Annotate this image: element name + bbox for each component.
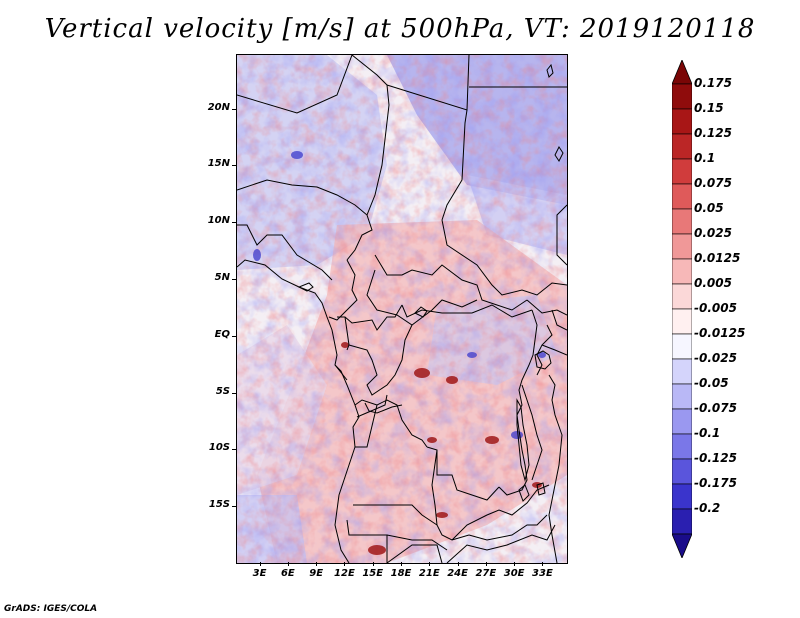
colorbar-swatch	[672, 133, 692, 160]
lon-tick-label: 33E	[532, 568, 553, 579]
colorbar-tick-label: 0.125	[694, 126, 732, 140]
lat-tick-mark	[232, 449, 236, 450]
colorbar-tick-label: -0.175	[694, 476, 737, 490]
lon-tick-mark	[316, 562, 317, 566]
lat-tick-label: 5S	[215, 385, 230, 397]
lon-tick-mark	[373, 562, 374, 566]
colorbar-swatch	[672, 308, 692, 335]
colorbar-tick-label: 0.025	[694, 226, 732, 240]
lon-tick-label: 18E	[390, 568, 412, 579]
lat-tick-label: 20N	[207, 101, 230, 113]
lon-tick-mark	[288, 562, 289, 566]
grads-credit: GrADS: IGES/COLA	[4, 604, 98, 614]
lat-tick-label: 10S	[208, 442, 230, 454]
colorbar-tick-label: -0.075	[694, 401, 737, 415]
colorbar-tick-label: -0.005	[694, 301, 737, 315]
lon-tick-label: 3E	[252, 568, 267, 579]
velocity-field	[237, 55, 567, 563]
colorbar-swatch	[672, 258, 692, 285]
lat-tick-mark	[232, 279, 236, 280]
colorbar-swatch	[672, 408, 692, 435]
lon-tick-label: 30E	[503, 568, 525, 579]
colorbar-swatch	[672, 458, 692, 485]
lon-tick-mark	[458, 562, 459, 566]
lat-tick-label: EQ	[214, 328, 230, 340]
lon-tick-mark	[429, 562, 430, 566]
colorbar-tick-label: -0.05	[694, 376, 729, 390]
colorbar-tick-label: 0.05	[694, 201, 724, 215]
lon-tick-label: 21E	[418, 568, 440, 579]
lon-tick-mark	[260, 562, 261, 566]
lat-tick-label: 10N	[207, 215, 230, 227]
colorbar-tick-label: 0.075	[694, 176, 732, 190]
velocity-map	[236, 54, 568, 564]
plot-title: Vertical velocity [m/s] at 500hPa, VT: 2…	[44, 14, 756, 44]
lat-tick-mark	[232, 393, 236, 394]
colorbar-swatch	[672, 108, 692, 135]
colorbar-top-arrow	[672, 60, 692, 85]
colorbar-tick-label: 0.15	[694, 101, 724, 115]
lat-tick-label: 5N	[214, 272, 230, 284]
lat-tick-mark	[232, 165, 236, 166]
colorbar-tick-label: 0.175	[694, 76, 732, 90]
colorbar-tick-label: 0.1	[694, 151, 716, 165]
colorbar-swatch	[672, 83, 692, 110]
lon-tick-label: 24E	[447, 568, 468, 579]
colorbar-bottom-arrow	[672, 533, 692, 558]
lon-tick-mark	[401, 562, 402, 566]
lat-tick-mark	[232, 506, 236, 507]
colorbar	[672, 60, 692, 558]
lon-tick-mark	[514, 562, 515, 566]
lat-tick-mark	[232, 336, 236, 337]
colorbar-swatch	[672, 483, 692, 510]
colorbar-swatch	[672, 333, 692, 360]
lon-tick-mark	[344, 562, 345, 566]
lat-tick-label: 15N	[207, 158, 230, 170]
lon-tick-label: 6E	[280, 568, 295, 579]
colorbar-tick-label: -0.025	[694, 351, 737, 365]
colorbar-swatch	[672, 233, 692, 260]
lon-tick-mark	[542, 562, 543, 566]
colorbar-tick-label: -0.2	[694, 501, 721, 515]
country-borders	[237, 55, 567, 563]
colorbar-tick-label: -0.125	[694, 451, 737, 465]
colorbar-tick-label: -0.0125	[694, 326, 746, 340]
lat-tick-mark	[232, 222, 236, 223]
lakes	[297, 63, 564, 502]
lon-tick-label: 27E	[475, 568, 497, 579]
lat-tick-mark	[232, 109, 236, 110]
colorbar-tick-label: 0.0125	[694, 251, 741, 265]
colorbar-swatch	[672, 208, 692, 235]
colorbar-tick-label: -0.1	[694, 426, 721, 440]
lon-tick-label: 15E	[362, 568, 384, 579]
colorbar-swatch	[672, 358, 692, 385]
colorbar-swatch	[672, 183, 692, 210]
colorbar-swatch	[672, 433, 692, 460]
lon-tick-mark	[486, 562, 487, 566]
colorbar-swatch	[672, 383, 692, 410]
lat-tick-label: 15S	[208, 499, 230, 511]
colorbar-tick-label: 0.005	[694, 276, 732, 290]
lon-tick-label: 9E	[309, 568, 324, 579]
colorbar-swatch	[672, 283, 692, 310]
lon-tick-label: 12E	[334, 568, 355, 579]
colorbar-swatch	[672, 508, 692, 535]
colorbar-swatch	[672, 158, 692, 185]
